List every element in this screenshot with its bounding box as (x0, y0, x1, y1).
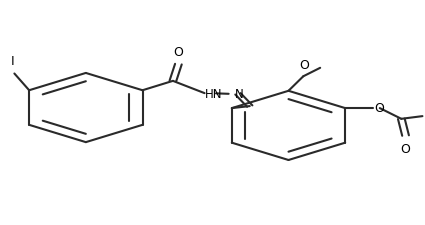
Text: O: O (375, 101, 385, 115)
Text: O: O (300, 58, 309, 71)
Text: HN: HN (205, 88, 223, 101)
Text: I: I (11, 55, 14, 68)
Text: O: O (173, 46, 183, 58)
Text: O: O (401, 143, 411, 155)
Text: N: N (235, 88, 243, 101)
